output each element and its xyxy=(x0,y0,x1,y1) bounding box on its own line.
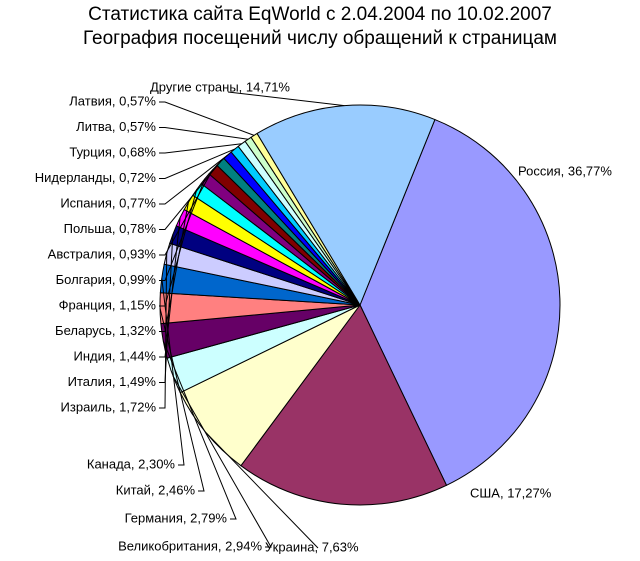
leader-line-6 xyxy=(161,278,185,466)
leader-line-3 xyxy=(172,375,272,548)
leader-line-2 xyxy=(205,432,319,549)
slice-label-17: Турция, 0,68% xyxy=(69,144,156,159)
leader-line-13 xyxy=(159,169,214,256)
leader-line-19 xyxy=(159,101,255,136)
leader-line-12 xyxy=(159,178,206,281)
leader-line-11 xyxy=(159,189,198,307)
slice-label-16: Нидерланды, 0,72% xyxy=(35,170,157,185)
slice-label-15: Испания, 0,77% xyxy=(60,195,156,210)
slice-label-10: Беларусь, 1,32% xyxy=(55,323,156,338)
slice-label-7: Израиль, 1,72% xyxy=(61,399,157,414)
slice-label-3: Великобритания, 2,94% xyxy=(118,538,262,553)
slice-label-11: Франция, 1,15% xyxy=(59,297,157,312)
leader-line-18 xyxy=(159,127,249,140)
slice-label-2: Украина, 7,63% xyxy=(265,539,359,554)
slice-label-8: Италия, 1,49% xyxy=(68,374,157,389)
chart-title: Статистика сайта EqWorld с 2.04.2004 по … xyxy=(88,4,552,25)
slice-label-14: Польша, 0,78% xyxy=(64,221,157,236)
leader-line-10 xyxy=(159,202,189,332)
slice-label-12: Болгария, 0,99% xyxy=(56,272,157,287)
slice-label-5: Китай, 2,46% xyxy=(116,482,196,497)
slice-label-19: Латвия, 0,57% xyxy=(69,93,156,108)
leader-line-14 xyxy=(159,161,221,230)
slice-label-4: Германия, 2,79% xyxy=(125,510,228,525)
leader-line-7 xyxy=(159,253,168,409)
slice-label-20: Другие страны, 14,71% xyxy=(150,79,290,94)
slice-label-13: Австралия, 0,93% xyxy=(48,246,157,261)
leader-line-15 xyxy=(159,154,228,205)
leader-line-20 xyxy=(227,91,345,107)
leader-line-8 xyxy=(159,234,174,383)
leader-line-5 xyxy=(159,308,205,492)
leader-line-17 xyxy=(159,143,242,154)
chart-subtitle: География посещений числу обращений к ст… xyxy=(83,28,557,49)
leader-line-9 xyxy=(159,217,181,358)
slice-label-0: Россия, 36,77% xyxy=(518,163,612,178)
pie-slice-0 xyxy=(359,118,561,486)
slice-label-1: США, 17,27% xyxy=(470,485,552,500)
slice-label-6: Канада, 2,30% xyxy=(87,456,176,471)
slice-label-18: Литва, 0,57% xyxy=(76,119,156,134)
leader-line-4 xyxy=(162,340,237,520)
slice-label-9: Индия, 1,44% xyxy=(74,348,157,363)
pie-slice-1 xyxy=(240,304,448,506)
leader-line-16 xyxy=(159,148,235,179)
